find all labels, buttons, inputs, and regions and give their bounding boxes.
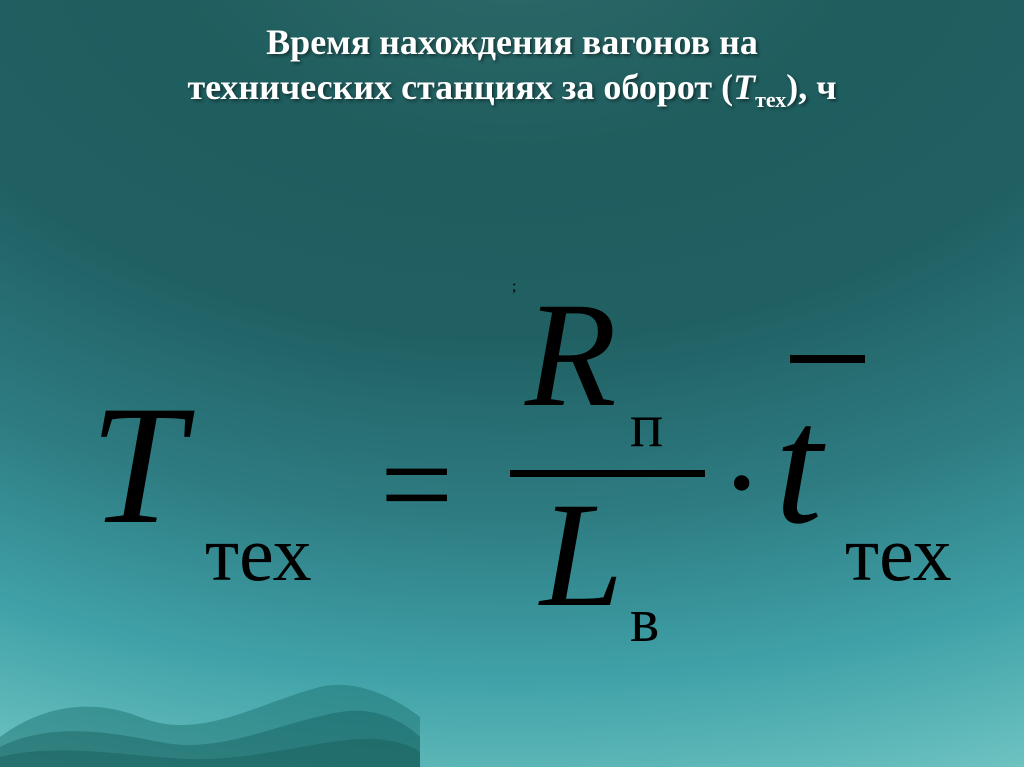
formula-multiply-dot: ·: [720, 418, 763, 548]
title-variable-sub: тех: [755, 87, 786, 112]
t-overbar: [790, 355, 865, 363]
fraction-numerator-sub: п: [630, 395, 663, 457]
title-line2-post: ), ч: [786, 67, 836, 107]
formula-t-subscript: тех: [845, 515, 952, 593]
fraction-denominator: L: [540, 480, 623, 630]
formula-T: T: [90, 380, 185, 550]
slide-title: Время нахождения вагонов на технических …: [0, 20, 1024, 114]
title-line1: Время нахождения вагонов на: [266, 22, 758, 62]
formula-t: t: [775, 380, 822, 550]
title-line2-pre: технических станциях за оборот (: [187, 67, 733, 107]
fraction-denominator-sub: в: [630, 590, 659, 652]
title-variable: Т: [733, 67, 755, 107]
fraction-numerator: R: [525, 280, 617, 430]
slide: Время нахождения вагонов на технических …: [0, 0, 1024, 767]
formula-equals: =: [380, 420, 453, 550]
formula-T-subscript: тех: [205, 515, 312, 593]
formula: T тех = R п L в · t тех: [70, 290, 970, 670]
